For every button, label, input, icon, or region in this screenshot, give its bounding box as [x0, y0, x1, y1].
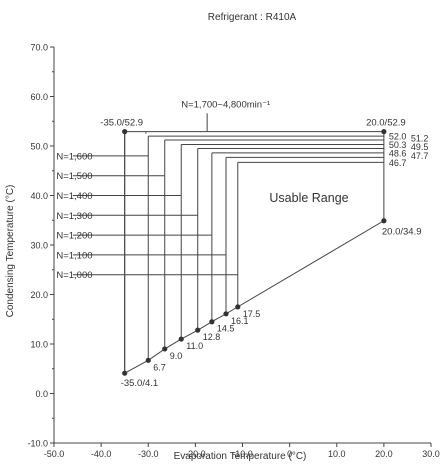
y-tick-label: 20.0 — [30, 290, 48, 300]
max-point-label: 52.0 — [389, 132, 407, 142]
y-tick-label: 30.0 — [30, 241, 48, 251]
min-point-label: 17.5 — [243, 309, 261, 319]
min-point-label: 16.1 — [231, 316, 249, 326]
min-point — [209, 319, 215, 325]
max-speed-label: N=1,700~4,800min⁻¹ — [181, 99, 270, 110]
y-tick-label: 10.0 — [30, 340, 48, 350]
y-tick-label: 50.0 — [30, 142, 48, 152]
plot-area: N=1,600 N=1,500 N=1,400 N=1,300 N=1,200 N=1,1… — [56, 99, 428, 389]
y-tick-label: 40.0 — [30, 191, 48, 201]
x-tick-label: 0 — [287, 449, 292, 459]
x-tick-label: 10.0 — [328, 449, 346, 459]
max-point-label: 47.7 — [411, 151, 429, 161]
min-point — [195, 327, 201, 333]
min-point — [223, 311, 229, 317]
x-tick-label: -40.0 — [91, 449, 112, 459]
y-axis-label: Condensing Temperature (°C) — [5, 185, 16, 318]
max-point-label: 49.5 — [411, 142, 429, 152]
y-tick-label: 0.0 — [35, 389, 48, 399]
speed-label: N=1,300 — [56, 211, 92, 222]
x-tick-label: -10.0 — [232, 449, 253, 459]
max-point-label: 51.2 — [411, 134, 429, 144]
speed-label: N=1,200 — [56, 231, 92, 242]
x-tick-label: -50.0 — [44, 449, 65, 459]
usable-range-label: Usable Range — [269, 191, 348, 205]
x-tick-label: -20.0 — [185, 449, 206, 459]
min-point — [145, 357, 151, 363]
max-point-label: 48.6 — [389, 148, 407, 158]
x-axis-label: Evaporation Temperature (°C) — [174, 451, 307, 462]
min-point-label: 6.7 — [153, 362, 166, 372]
envelope-upper-line — [124, 131, 385, 374]
envelope-corner-label: -35.0/4.1 — [121, 378, 159, 389]
y-tick-label: 60.0 — [30, 92, 48, 102]
envelope-corner-label: 20.0/52.9 — [366, 118, 406, 129]
envelope-corner-label: 20.0/34.9 — [382, 227, 422, 238]
speed-label: N=1,400 — [56, 191, 92, 202]
speed-label: N=1,000 — [56, 270, 92, 281]
chart-title: Refrigerant : R410A — [208, 12, 297, 23]
min-point-label: 14.5 — [217, 324, 235, 334]
min-point-label: 11.0 — [186, 341, 203, 351]
envelope-corner-point — [381, 129, 387, 135]
x-tick-label: -30.0 — [138, 449, 159, 459]
y-tick-label: -10.0 — [27, 439, 48, 449]
max-point-label: 50.3 — [389, 140, 407, 150]
min-point — [162, 346, 168, 352]
max-point-label: 46.7 — [389, 158, 407, 168]
envelope-corner-point — [381, 218, 387, 224]
min-point-label: 12.8 — [203, 332, 221, 342]
envelope-corner-point — [122, 370, 128, 376]
speed-label: N=1,600 — [56, 151, 92, 162]
min-point-label: 9.0 — [170, 351, 183, 361]
min-point — [178, 336, 184, 342]
y-tick-label: 70.0 — [30, 43, 48, 53]
speed-label: N=1,500 — [56, 171, 92, 182]
x-tick-label: 20.0 — [375, 449, 393, 459]
min-point — [235, 304, 241, 310]
x-tick-label: 30.0 — [422, 449, 440, 459]
envelope-corner-label: -35.0/52.9 — [100, 118, 143, 129]
axes: -10.0 0.0 10.0 20.0 30.0 40.0 50.0 60.0 70.0 -50.… — [27, 43, 439, 460]
speed-label: N=1,100 — [56, 250, 92, 261]
envelope-corner-point — [122, 129, 128, 135]
